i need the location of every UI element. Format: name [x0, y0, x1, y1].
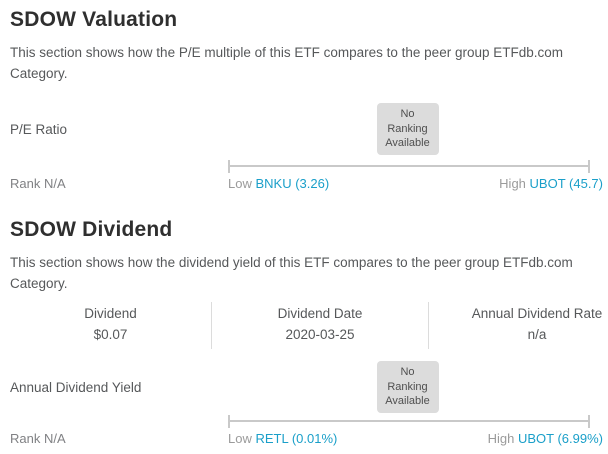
pe-range-track: [228, 160, 590, 173]
yield-range-slider: Low RETL (0.01%) High UBOT (6.99%): [228, 415, 603, 446]
high-prefix: High: [499, 176, 526, 191]
yield-low-label: Low RETL (0.01%): [228, 431, 337, 446]
dividend-date-value: 2020-03-25: [285, 327, 355, 342]
dividend-date-header: Dividend Date: [277, 306, 363, 321]
dividend-title: SDOW Dividend: [10, 218, 173, 241]
low-prefix: Low: [228, 176, 252, 191]
pe-range-slider: Low BNKU (3.26) High UBOT (45.7): [228, 160, 603, 191]
pe-ratio-row: P/E Ratio No Ranking Available: [10, 103, 603, 155]
dividend-description: This section shows how the dividend yiel…: [10, 255, 573, 291]
yield-high-ticker-link[interactable]: UBOT (6.99%): [517, 431, 603, 446]
pe-ratio-label: P/E Ratio: [10, 121, 68, 137]
dividend-table: Dividend $0.07 Dividend Date 2020-03-25 …: [10, 302, 603, 349]
yield-high-label: High UBOT (6.99%): [488, 431, 603, 446]
pe-high-ticker-link[interactable]: UBOT (45.7): [529, 176, 603, 191]
high-prefix: High: [487, 431, 515, 446]
annual-dividend-yield-row: Annual Dividend Yield No Ranking Availab…: [10, 361, 603, 413]
pe-rank-label: Rank N/A: [10, 176, 66, 191]
yield-range-labels: Low RETL (0.01%) High UBOT (6.99%): [228, 431, 603, 446]
yield-rank-label: Rank N/A: [10, 431, 66, 446]
pe-rank-row: Rank N/A Low BNKU (3.26) High UBOT (45.7…: [10, 160, 603, 191]
annual-dividend-yield-label: Annual Dividend Yield: [10, 379, 142, 395]
pe-high-label: High UBOT (45.7): [499, 176, 603, 191]
valuation-section: SDOW Valuation This section shows how th…: [10, 8, 603, 191]
low-prefix: Low: [228, 431, 252, 446]
yield-ranking-area: No Ranking Available: [228, 361, 603, 413]
pe-low-ticker-link[interactable]: BNKU (3.26): [255, 176, 330, 191]
annual-dividend-rate-header: Annual Dividend Rate: [471, 306, 603, 321]
dividend-table-grid: Dividend $0.07 Dividend Date 2020-03-25 …: [10, 302, 603, 349]
yield-range-track: [228, 415, 590, 428]
annual-dividend-rate-cell: Annual Dividend Rate n/a: [428, 302, 603, 349]
pe-range-labels: Low BNKU (3.26) High UBOT (45.7): [228, 176, 603, 191]
valuation-title: SDOW Valuation: [10, 8, 178, 31]
no-ranking-badge: No Ranking Available: [376, 361, 439, 413]
dividend-amount-value: $0.07: [93, 327, 128, 342]
dividend-amount-cell: Dividend $0.07: [10, 302, 211, 349]
dividend-date-cell: Dividend Date 2020-03-25: [211, 302, 428, 349]
pe-low-label: Low BNKU (3.26): [228, 176, 329, 191]
pe-ratio-ranking-area: No Ranking Available: [228, 103, 603, 155]
annual-dividend-rate-value: n/a: [527, 327, 547, 342]
dividend-amount-header: Dividend: [84, 306, 137, 321]
yield-rank-row: Rank N/A Low RETL (0.01%) High UBOT (6.9…: [10, 415, 603, 446]
dividend-section: SDOW Dividend This section shows how the…: [10, 218, 603, 446]
valuation-description: This section shows how the P/E multiple …: [10, 45, 563, 81]
yield-low-ticker-link[interactable]: RETL (0.01%): [255, 431, 338, 446]
no-ranking-badge: No Ranking Available: [376, 103, 439, 155]
